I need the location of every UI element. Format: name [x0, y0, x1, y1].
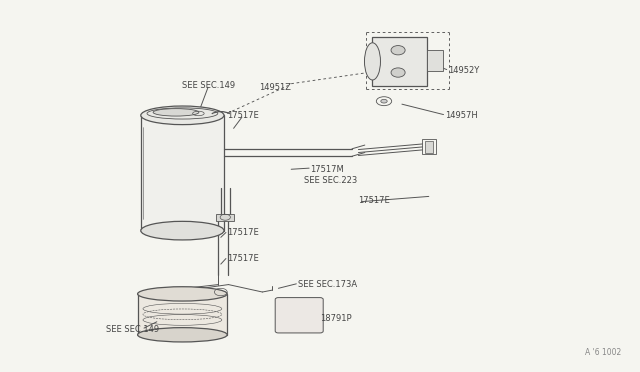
Text: SEE SEC.173A: SEE SEC.173A [298, 280, 356, 289]
Ellipse shape [138, 287, 227, 301]
Text: 14951Z: 14951Z [259, 83, 291, 92]
Ellipse shape [141, 221, 224, 240]
Ellipse shape [153, 109, 199, 116]
Bar [138, 294, 227, 335]
Circle shape [381, 99, 387, 103]
Text: 17517E: 17517E [227, 228, 259, 237]
Bar [422, 140, 436, 154]
Text: SEE SEC.149: SEE SEC.149 [182, 81, 236, 90]
Text: 14957H: 14957H [445, 111, 477, 120]
Text: 18791P: 18791P [320, 314, 351, 323]
Bar [425, 141, 433, 153]
Text: 17517M: 17517M [310, 165, 344, 174]
Ellipse shape [391, 68, 405, 77]
Text: SEE SEC.149: SEE SEC.149 [106, 325, 159, 334]
Text: 17517E: 17517E [227, 254, 259, 263]
Text: SEE SEC.223: SEE SEC.223 [304, 176, 357, 185]
Bar [427, 50, 443, 71]
FancyBboxPatch shape [275, 298, 323, 333]
Ellipse shape [391, 46, 405, 55]
Bar [216, 214, 234, 221]
Text: 17517E: 17517E [227, 111, 259, 120]
Bar [141, 115, 224, 231]
Text: 14952Y: 14952Y [448, 66, 479, 75]
Ellipse shape [138, 328, 227, 342]
Text: A '6 1002: A '6 1002 [584, 348, 621, 357]
Bar [372, 37, 427, 86]
Ellipse shape [365, 43, 380, 80]
Ellipse shape [141, 106, 224, 125]
Text: 17517E: 17517E [358, 196, 390, 205]
